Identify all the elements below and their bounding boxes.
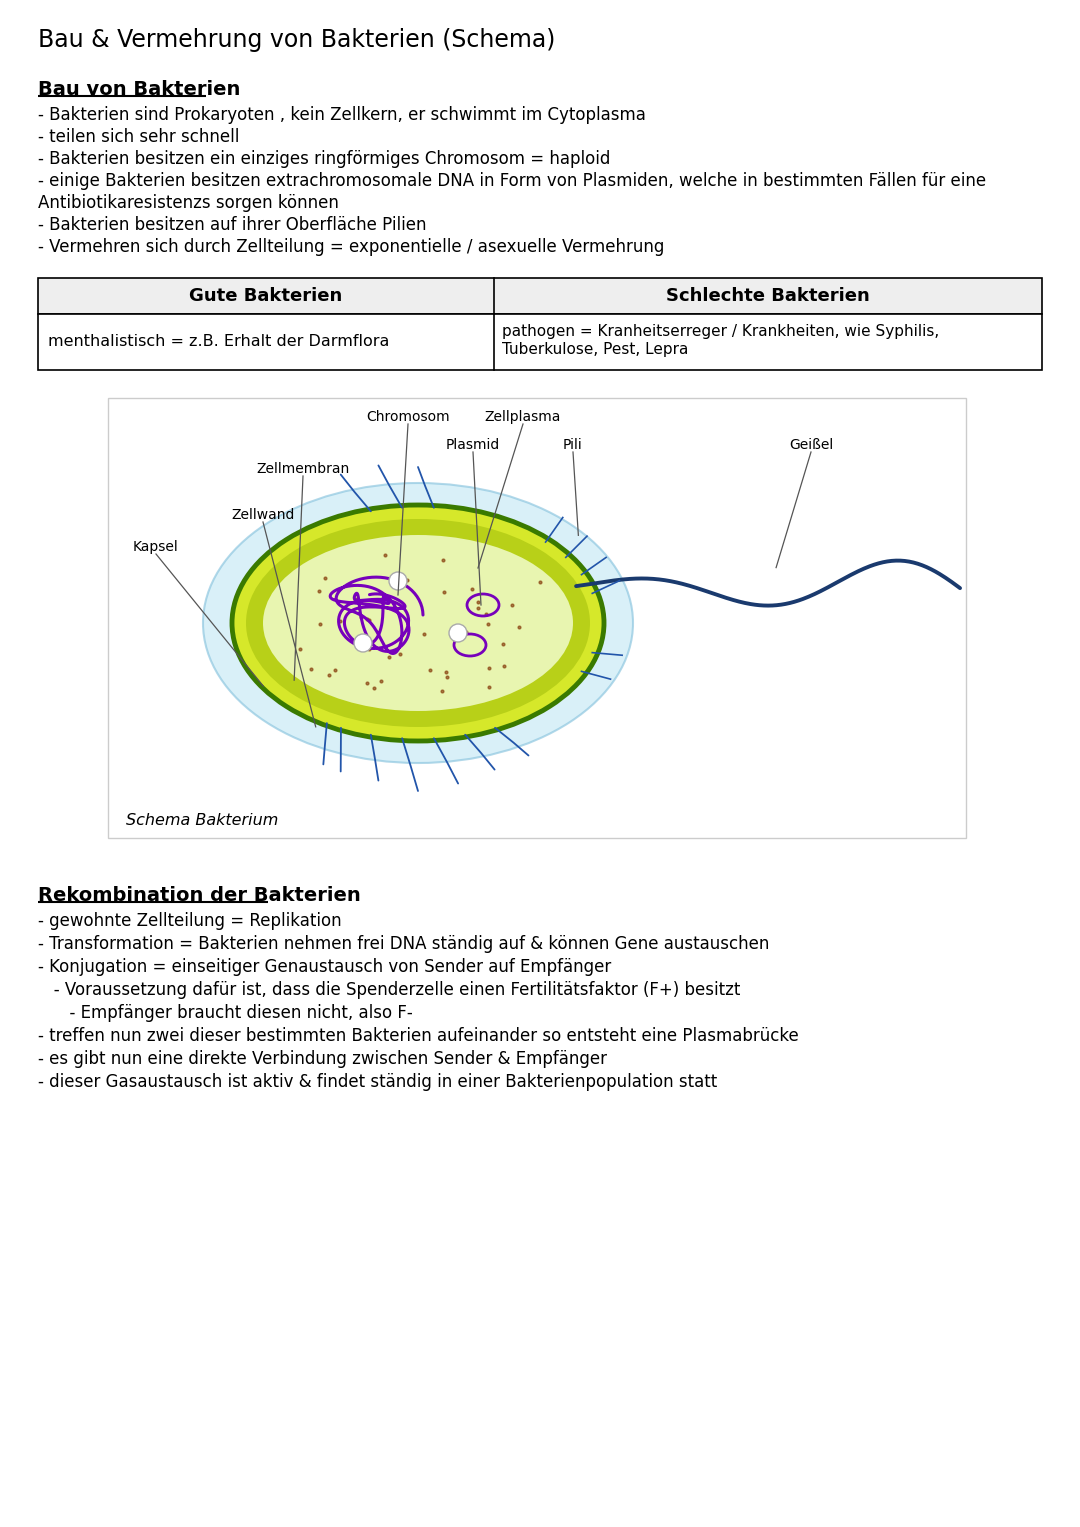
Bar	[108, 399, 966, 838]
Text: Plasmid: Plasmid	[446, 438, 500, 452]
Text: - es gibt nun eine direkte Verbindung zwischen Sender & Empfänger: - es gibt nun eine direkte Verbindung zw…	[38, 1051, 607, 1067]
Text: - dieser Gasaustausch ist aktiv & findet ständig in einer Bakterienpopulation st: - dieser Gasaustausch ist aktiv & findet…	[38, 1073, 717, 1090]
Text: Chromosom: Chromosom	[366, 411, 449, 425]
Text: - Bakterien sind Prokaryoten , kein Zellkern, er schwimmt im Cytoplasma: - Bakterien sind Prokaryoten , kein Zell…	[38, 105, 646, 124]
Text: menthalistisch = z.B. Erhalt der Darmflora: menthalistisch = z.B. Erhalt der Darmflo…	[48, 334, 390, 350]
Text: - Vermehren sich durch Zellteilung = exponentielle / asexuelle Vermehrung: - Vermehren sich durch Zellteilung = exp…	[38, 238, 664, 257]
Text: Schlechte Bakterien: Schlechte Bakterien	[666, 287, 869, 305]
Text: Geißel: Geißel	[788, 438, 833, 452]
Text: - Transformation = Bakterien nehmen frei DNA ständig auf & können Gene austausch: - Transformation = Bakterien nehmen frei…	[38, 935, 769, 953]
Text: - Empfänger braucht diesen nicht, also F-: - Empfänger braucht diesen nicht, also F…	[38, 1003, 413, 1022]
Ellipse shape	[264, 534, 573, 712]
Text: Rekombination der Bakterien: Rekombination der Bakterien	[38, 886, 361, 906]
Text: Zellmembran: Zellmembran	[256, 463, 350, 476]
Ellipse shape	[246, 519, 590, 727]
Bar	[38, 315, 1042, 370]
Text: - treffen nun zwei dieser bestimmten Bakterien aufeinander so entsteht eine Plas: - treffen nun zwei dieser bestimmten Bak…	[38, 1028, 799, 1044]
Text: - einige Bakterien besitzen extrachromosomale DNA in Form von Plasmiden, welche : - einige Bakterien besitzen extrachromos…	[38, 173, 986, 189]
Text: Schema Bakterium: Schema Bakterium	[126, 812, 279, 828]
Text: Antibiotikaresistenzs sorgen können: Antibiotikaresistenzs sorgen können	[38, 194, 339, 212]
Ellipse shape	[354, 634, 372, 652]
Ellipse shape	[389, 573, 407, 589]
Text: Zellplasma: Zellplasma	[485, 411, 562, 425]
Ellipse shape	[449, 625, 467, 641]
Text: Bau & Vermehrung von Bakterien (Schema): Bau & Vermehrung von Bakterien (Schema)	[38, 27, 555, 52]
Text: pathogen = Kranheitserreger / Krankheiten, wie Syphilis,: pathogen = Kranheitserreger / Krankheite…	[502, 324, 940, 339]
Ellipse shape	[203, 483, 633, 764]
Text: - Voraussetzung dafür ist, dass die Spenderzelle einen Fertilitätsfaktor (F+) be: - Voraussetzung dafür ist, dass die Spen…	[38, 980, 741, 999]
Text: - Bakterien besitzen auf ihrer Oberfläche Pilien: - Bakterien besitzen auf ihrer Oberfläch…	[38, 215, 427, 234]
Ellipse shape	[232, 505, 604, 741]
Text: Gute Bakterien: Gute Bakterien	[189, 287, 342, 305]
Text: - Konjugation = einseitiger Genaustausch von Sender auf Empfänger: - Konjugation = einseitiger Genaustausch…	[38, 957, 611, 976]
Text: - Bakterien besitzen ein einziges ringförmiges Chromosom = haploid: - Bakterien besitzen ein einziges ringfö…	[38, 150, 610, 168]
Text: - teilen sich sehr schnell: - teilen sich sehr schnell	[38, 128, 240, 147]
Text: Tuberkulose, Pest, Lepra: Tuberkulose, Pest, Lepra	[502, 342, 688, 357]
Text: Zellwand: Zellwand	[231, 508, 295, 522]
Text: - gewohnte Zellteilung = Replikation: - gewohnte Zellteilung = Replikation	[38, 912, 341, 930]
Text: Kapsel: Kapsel	[133, 541, 179, 554]
Bar	[38, 278, 1042, 315]
Text: Pili: Pili	[563, 438, 583, 452]
Text: Bau von Bakterien: Bau von Bakterien	[38, 79, 241, 99]
